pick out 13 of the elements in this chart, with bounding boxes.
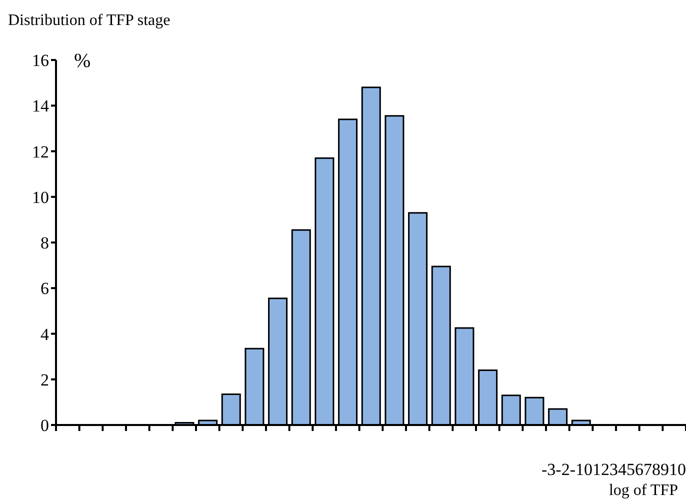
y-tick-label: 8 xyxy=(40,234,49,253)
y-tick-label: 4 xyxy=(40,324,50,344)
chart-title: Distribution of TFP stage xyxy=(8,12,170,30)
y-tick-label: 16 xyxy=(32,51,49,70)
y-tick-label: 14 xyxy=(32,96,50,116)
y-tick-label: 2 xyxy=(40,370,49,390)
text: -3-2-1012345678910 xyxy=(542,460,686,480)
y-tick-label: 6 xyxy=(40,279,49,298)
y-tick-label: 12 xyxy=(32,142,49,162)
y-axis-title: % xyxy=(74,50,91,73)
x-axis-title: log of TFP xyxy=(608,482,678,500)
y-tick-label: 0 xyxy=(40,416,49,436)
y-tick-label: 10 xyxy=(32,188,49,207)
